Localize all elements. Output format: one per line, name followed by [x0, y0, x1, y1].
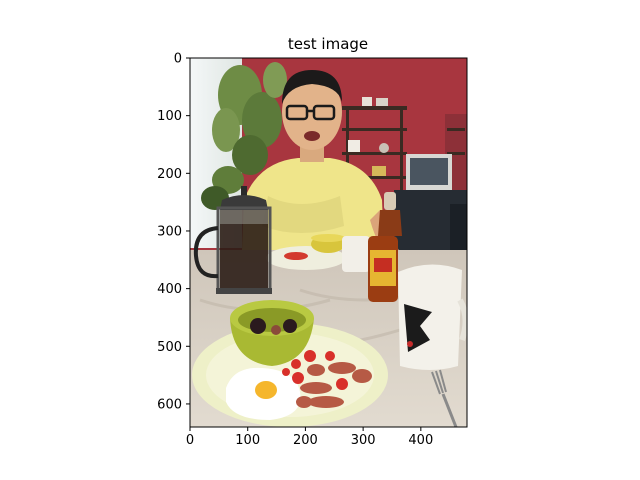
- y-tick-label: 100: [157, 109, 182, 124]
- y-tick-label: 400: [157, 282, 182, 297]
- x-tick-label: 0: [186, 433, 194, 448]
- y-tick-label: 500: [157, 340, 182, 355]
- front-mug: [398, 264, 467, 370]
- tomatoes: [282, 350, 348, 390]
- sausages: [296, 362, 372, 408]
- x-tick-label: 200: [293, 433, 318, 448]
- y-tick-label: 0: [174, 52, 182, 67]
- green-bowl: [230, 300, 314, 366]
- axes-frame: [189, 57, 468, 428]
- y-tick-label: 300: [157, 224, 182, 239]
- y-axis: 0 100 200 300 400 500 600: [157, 52, 190, 412]
- monitor: [406, 154, 452, 196]
- x-tick-label: 100: [235, 433, 260, 448]
- photo: [190, 58, 467, 427]
- plant: [201, 62, 287, 210]
- x-tick-label: 400: [408, 433, 433, 448]
- fork: [431, 369, 458, 427]
- x-tick-label: 300: [351, 433, 376, 448]
- x-axis: 0 100 200 300 400: [186, 427, 433, 448]
- y-tick-label: 600: [157, 397, 182, 412]
- figure-title: test image: [288, 35, 368, 53]
- y-tick-label: 200: [157, 167, 182, 182]
- glasses: [285, 104, 336, 121]
- french-press: [193, 186, 272, 294]
- hot-sauce-bottle: [368, 192, 402, 302]
